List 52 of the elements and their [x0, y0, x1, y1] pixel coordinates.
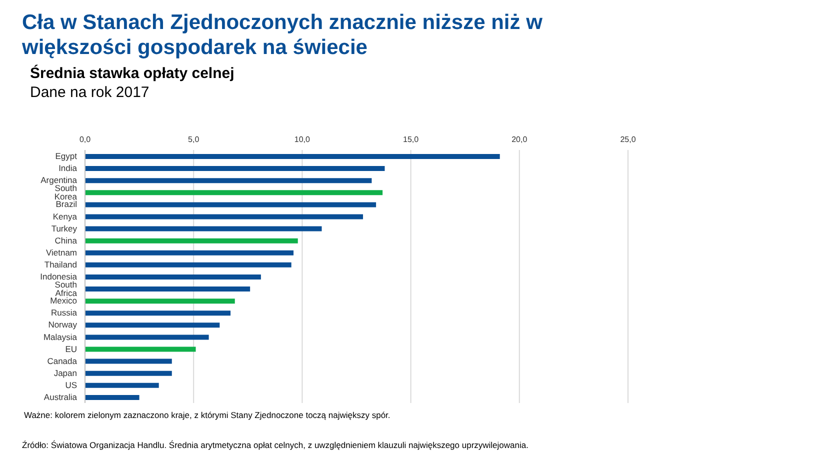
y-tick-label: Japan	[54, 368, 78, 378]
bar	[85, 286, 250, 292]
chart-title: Cła w Stanach Zjednoczonych znacznie niższe niż w większości gospodarek na świecie	[22, 10, 544, 60]
x-tick-label: 5,0	[188, 135, 200, 144]
y-tick-label: Brazil	[56, 199, 78, 210]
y-tick-label: US	[65, 380, 78, 390]
x-tick-label: 10,0	[294, 135, 311, 144]
bar	[85, 322, 220, 328]
bar	[85, 178, 372, 184]
y-tick-label: China	[54, 235, 78, 246]
bar	[85, 346, 196, 352]
chart-subtitle: Średnia stawka opłaty celnej Dane na rok 2017	[30, 64, 234, 102]
y-tick-label: South Korea	[54, 182, 78, 202]
bar	[85, 226, 322, 232]
y-tick-label: India	[58, 163, 78, 174]
y-tick-label: Canada	[47, 356, 78, 366]
y-tick-label: Russia	[51, 308, 78, 318]
bar	[85, 238, 298, 244]
bar	[85, 166, 385, 172]
y-tick-label: Malaysia	[43, 332, 78, 342]
text: Źródło: Światowa Organizacja Handlu. Średnia arytmetyczna opłat celnych, z uwzględnieniem klauzuli największego uprzywilejowania.	[22, 440, 528, 450]
bar	[85, 202, 376, 208]
y-tick-label: South Africa	[54, 279, 78, 298]
y-tick-label: Norway	[48, 320, 78, 330]
y-tick-label: Argentina	[40, 175, 78, 186]
bar	[85, 394, 140, 400]
y-tick-label: Indonesia	[40, 272, 78, 282]
y-tick-label: Vietnam	[46, 247, 77, 258]
y-tick-label: Kenya	[52, 211, 78, 222]
x-tick-label: 20,0	[512, 135, 528, 144]
bar	[85, 370, 172, 376]
y-tick-label: Mexico	[50, 296, 78, 306]
bar	[85, 250, 294, 256]
bar	[85, 190, 383, 196]
x-tick-label: 25,0	[620, 135, 636, 144]
bar	[85, 358, 172, 364]
y-tick-label: Thailand	[44, 259, 78, 270]
y-tick-label: Turkey	[51, 223, 78, 234]
bar	[85, 214, 364, 220]
x-tick-label: 0,0	[79, 135, 92, 144]
x-tick-label: 15,0	[403, 135, 420, 144]
y-tick-label: EU	[65, 344, 77, 354]
bar	[85, 298, 235, 304]
bar	[85, 382, 159, 388]
bar	[85, 334, 209, 340]
text: Ważne: kolorem zielonym zaznaczono kraje, z którymi Stany Zjednoczone toczą największy spór.	[24, 410, 390, 420]
bar	[85, 310, 231, 316]
bar	[85, 262, 292, 268]
bar	[85, 154, 500, 159]
y-tick-label: Egypt	[55, 151, 78, 162]
y-tick-label: Australia	[44, 392, 78, 402]
bar	[85, 274, 261, 280]
